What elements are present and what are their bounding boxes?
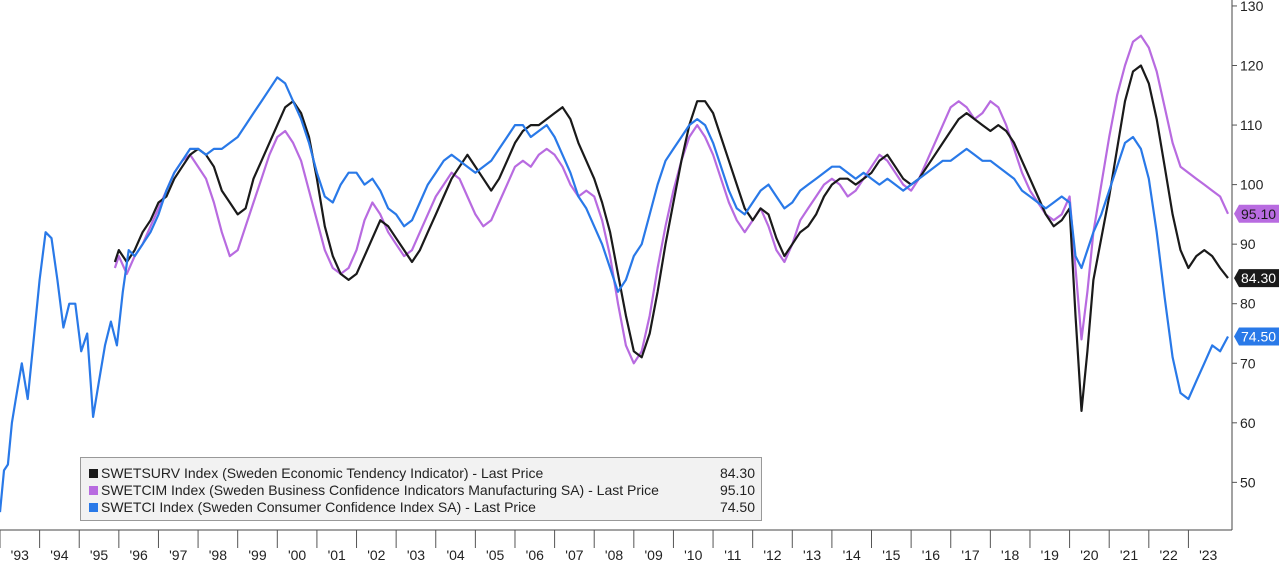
x-tick-label: '01 [328,547,346,563]
x-tick-label: '18 [1001,547,1019,563]
x-tick-label: '17 [961,547,979,563]
x-tick-label: '03 [407,547,425,563]
y-tick-label: 50 [1240,474,1256,490]
x-tick-label: '10 [684,547,702,563]
x-tick-label: '06 [526,547,544,563]
last-value-tag [1234,269,1279,288]
x-tick-label: '04 [446,547,464,563]
legend-item-swetsurv: SWETSURV Index (Sweden Economic Tendency… [89,465,755,482]
y-tick-label: 80 [1240,296,1256,312]
legend-swatch-swetci [89,503,98,512]
last-value-swetcim: 95.10 [1234,204,1279,223]
legend-swatch-swetcim [89,486,98,495]
x-tick-label: '20 [1080,547,1098,563]
x-tick-label: '96 [130,547,148,563]
y-tick-label: 100 [1240,177,1264,193]
series-line-swetci [0,76,1229,513]
y-tick-label: 70 [1240,355,1256,371]
y-axis-ticks: 50 60 70 80 90 100 110 120 130 [1232,0,1264,490]
x-tick-label: '93 [11,547,29,563]
x-tick-label: '23 [1199,547,1217,563]
legend-swatch-swetsurv [89,469,98,478]
x-tick-label: '05 [486,547,504,563]
x-tick-label: '08 [605,547,623,563]
last-value-text: 95.10 [1241,206,1276,222]
x-tick-label: '95 [90,547,108,563]
series-line-swetcim [113,34,1230,365]
x-tick-label: '98 [209,547,227,563]
y-tick-label: 130 [1240,0,1264,14]
legend-value-swetcim: 95.10 [719,482,755,498]
x-tick-label: '11 [724,547,741,563]
x-tick-label: '13 [803,547,821,563]
legend: SWETSURV Index (Sweden Economic Tendency… [80,457,762,521]
x-tick-label: '94 [50,547,68,563]
legend-label-swetsurv: SWETSURV Index (Sweden Economic Tendency… [101,465,544,481]
x-tick-label: '19 [1041,547,1059,563]
x-tick-label: '14 [843,547,861,563]
y-tick-label: 110 [1240,117,1263,133]
y-tick-label: 120 [1240,58,1264,74]
y-tick-label: 60 [1240,415,1256,431]
series-line-swetsurv [113,64,1229,412]
x-tick-label: '09 [645,547,663,563]
legend-item-swetcim: SWETCIM Index (Sweden Business Confidenc… [89,482,755,499]
legend-label-swetcim: SWETCIM Index (Sweden Business Confidenc… [101,482,659,498]
last-value-swetsurv: 84.30 [1234,269,1279,288]
last-value-tag [1234,204,1279,223]
x-tick-label: '07 [565,547,583,563]
x-tick-label: '15 [882,547,900,563]
x-tick-label: '99 [248,547,266,563]
x-tick-label: '02 [367,547,385,563]
last-value-text: 84.30 [1241,270,1276,286]
y-tick-label: 90 [1240,236,1256,252]
legend-item-swetci: SWETCI Index (Sweden Consumer Confidence… [89,499,755,516]
legend-value-swetci: 74.50 [719,499,755,515]
x-tick-label: '97 [169,547,187,563]
last-value-swetci: 74.50 [1234,327,1279,346]
x-tick-label: '16 [922,547,940,563]
series-lines [0,34,1230,513]
legend-value-swetsurv: 84.30 [719,465,755,481]
x-tick-label: '21 [1120,547,1138,563]
x-tick-label: '00 [288,547,306,563]
legend-label-swetci: SWETCI Index (Sweden Consumer Confidence… [101,499,536,515]
last-value-text: 74.50 [1241,328,1276,344]
last-value-labels: 84.30 95.10 74.50 [1234,204,1279,346]
x-tick-label: '12 [763,547,781,563]
x-axis-ticks: '93 '94 '95 '96 '97 '98 '99 '00 '01 '02 '03 '04 '05 '… [0,530,1218,563]
x-tick-label: '22 [1159,547,1177,563]
last-value-tag [1234,327,1279,346]
